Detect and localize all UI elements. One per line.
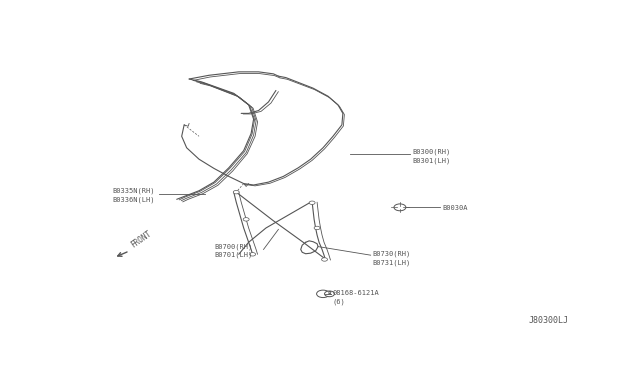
Circle shape bbox=[250, 253, 255, 256]
Text: 08168-6121A
(6): 08168-6121A (6) bbox=[333, 290, 380, 305]
Text: J80300LJ: J80300LJ bbox=[529, 316, 568, 325]
Text: B0335N(RH)
B0336N(LH): B0335N(RH) B0336N(LH) bbox=[112, 187, 155, 202]
Circle shape bbox=[314, 226, 320, 230]
Circle shape bbox=[233, 190, 239, 194]
Text: B0300(RH)
B0301(LH): B0300(RH) B0301(LH) bbox=[412, 149, 451, 164]
Circle shape bbox=[321, 258, 328, 261]
Text: B0700(RH)
B0701(LH): B0700(RH) B0701(LH) bbox=[214, 243, 252, 259]
Text: R: R bbox=[328, 291, 332, 296]
Circle shape bbox=[309, 201, 315, 205]
Circle shape bbox=[243, 218, 249, 221]
Text: B0030A: B0030A bbox=[442, 205, 468, 211]
Circle shape bbox=[324, 291, 335, 297]
Text: B0730(RH)
B0731(LH): B0730(RH) B0731(LH) bbox=[372, 250, 411, 266]
Text: FRONT: FRONT bbox=[129, 230, 153, 250]
